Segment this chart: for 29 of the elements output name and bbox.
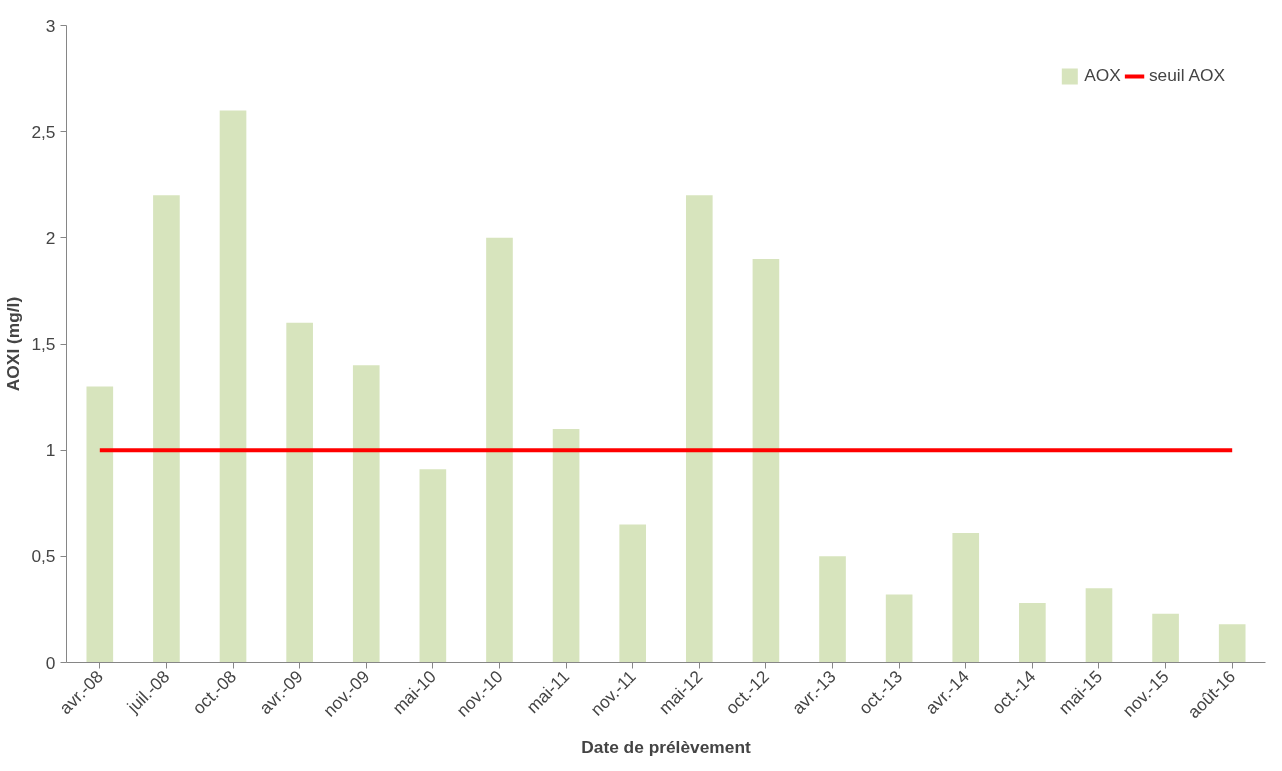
bar xyxy=(352,365,380,663)
bar xyxy=(752,259,780,663)
y-tick-label: 2,5 xyxy=(31,121,56,142)
bar xyxy=(153,195,180,663)
bar xyxy=(1085,588,1113,663)
bar xyxy=(885,594,913,663)
y-tick-label: 2 xyxy=(45,227,56,248)
bar xyxy=(486,237,513,663)
y-tick-label: 0 xyxy=(45,652,56,673)
bar xyxy=(219,110,247,663)
bar xyxy=(819,556,846,663)
bar xyxy=(685,195,713,663)
bar xyxy=(86,386,114,663)
bar xyxy=(286,322,313,663)
bar xyxy=(1218,624,1246,663)
y-tick-label: 1,5 xyxy=(31,334,56,354)
y-axis-title: AOXI (mg/l) xyxy=(3,296,24,392)
y-tick-label: 1 xyxy=(45,440,56,461)
bar xyxy=(1152,613,1179,663)
x-axis-title: Date de prélèvement xyxy=(581,737,751,758)
bar xyxy=(419,469,447,663)
y-tick-label: 0,5 xyxy=(31,546,56,567)
bar xyxy=(619,524,647,663)
bar xyxy=(1019,603,1046,663)
legend-label: seuil AOX xyxy=(1148,65,1225,86)
bar xyxy=(952,532,980,663)
legend-label: AOX xyxy=(1084,65,1121,86)
bar xyxy=(552,428,580,663)
y-tick-label: 3 xyxy=(45,15,56,36)
